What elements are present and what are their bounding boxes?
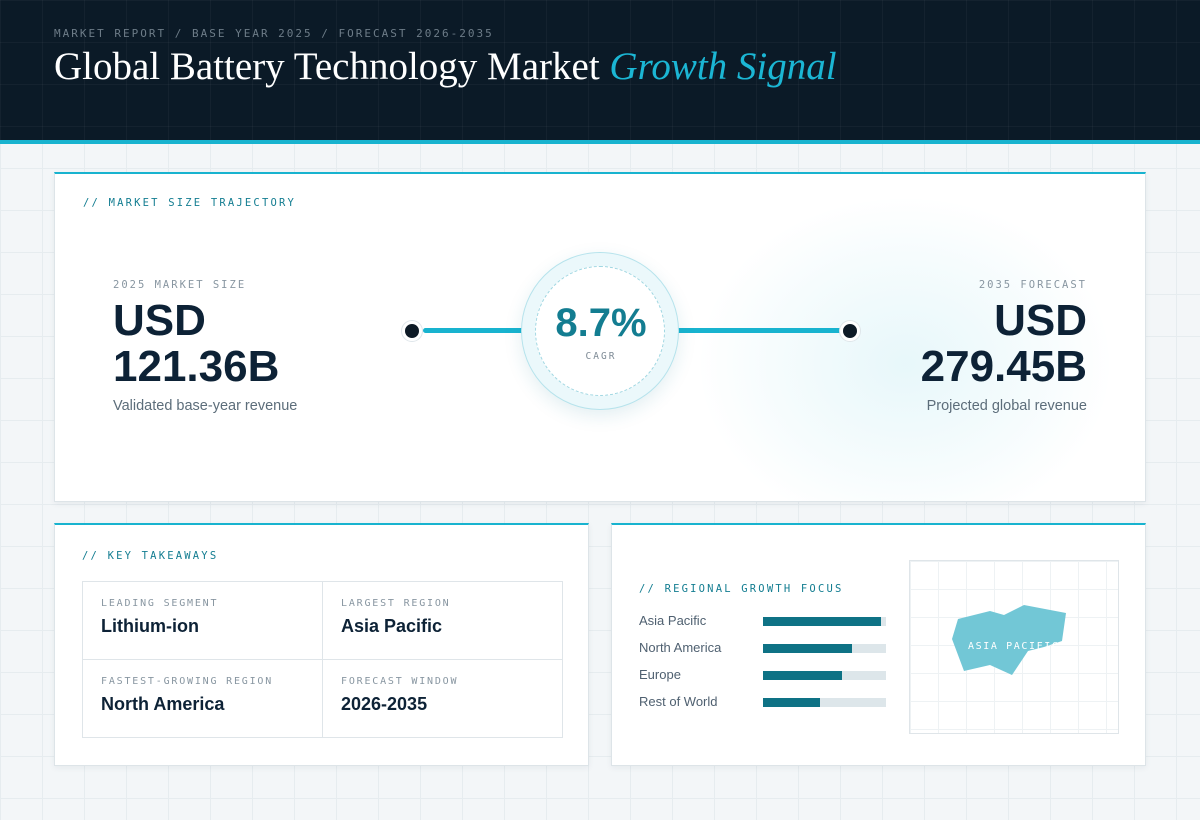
region-map: ASIA PACIFIC (909, 560, 1119, 734)
section-label: // REGIONAL GROWTH FOCUS (639, 583, 844, 595)
end-value: USD 279.45B (921, 298, 1087, 390)
region-name: North America (639, 640, 722, 655)
region-bar-track (763, 698, 886, 707)
regional-growth-card: // REGIONAL GROWTH FOCUS Asia Pacific No… (611, 523, 1146, 766)
end-amount: 279.45B (920, 342, 1087, 391)
region-name: Rest of World (639, 694, 718, 709)
region-bar-row: North America (639, 640, 899, 656)
page-title-main: Global Battery Technology Market (54, 45, 600, 88)
page-title: Global Battery Technology Market Growth … (54, 44, 837, 89)
start-point (402, 321, 422, 341)
region-name: Europe (639, 667, 681, 682)
cagr-inner-ring: 8.7% CAGR (535, 266, 665, 396)
region-bar-track (763, 671, 886, 680)
end-label: 2035 FORECAST (978, 279, 1087, 291)
cagr-label: CAGR (585, 351, 617, 362)
start-caption: Validated base-year revenue (113, 398, 298, 414)
takeaway-value: 2026-2035 (341, 694, 428, 714)
start-currency: USD (113, 296, 206, 345)
market-size-trajectory-card: // MARKET SIZE TRAJECTORY 2025 MARKET SI… (54, 172, 1146, 502)
start-label: 2025 MARKET SIZE (113, 279, 247, 291)
takeaway-key: LARGEST REGION (341, 598, 451, 609)
report-header: MARKET REPORT / BASE YEAR 2025 / FORECAS… (0, 0, 1200, 144)
asia-pacific-map-shape (952, 605, 1066, 675)
takeaway-value: North America (101, 694, 225, 714)
cagr-badge: 8.7% CAGR (521, 252, 679, 410)
region-bar-row: Europe (639, 667, 899, 683)
region-bar-fill (763, 671, 842, 680)
region-bar-fill (763, 698, 820, 707)
section-label: // KEY TAKEAWAYS (82, 550, 219, 562)
end-point (840, 321, 860, 341)
region-bar-track (763, 617, 886, 626)
section-label: // MARKET SIZE TRAJECTORY (83, 197, 297, 209)
start-amount: 121.36B (113, 342, 280, 391)
region-bar-row: Rest of World (639, 694, 899, 710)
region-bar-fill (763, 644, 852, 653)
end-currency: USD (994, 296, 1087, 345)
end-caption: Projected global revenue (926, 398, 1087, 414)
start-value: USD 121.36B (113, 298, 279, 390)
map-label: ASIA PACIFIC (968, 641, 1060, 652)
takeaways-grid: LEADING SEGMENT Lithium-ion LARGEST REGI… (82, 581, 563, 738)
region-bar-fill (763, 617, 882, 626)
takeaway-key: FORECAST WINDOW (341, 676, 459, 687)
takeaway-fastest-growing-region: FASTEST-GROWING REGION North America (83, 660, 323, 738)
takeaway-forecast-window: FORECAST WINDOW 2026-2035 (323, 660, 563, 738)
page-title-accent: Growth Signal (609, 45, 837, 88)
takeaway-leading-segment: LEADING SEGMENT Lithium-ion (83, 582, 323, 660)
takeaway-largest-region: LARGEST REGION Asia Pacific (323, 582, 563, 660)
background-glow (695, 194, 1115, 501)
takeaway-key: LEADING SEGMENT (101, 598, 219, 609)
breadcrumb: MARKET REPORT / BASE YEAR 2025 / FORECAS… (54, 27, 494, 40)
takeaway-value: Lithium-ion (101, 616, 199, 636)
region-bar-track (763, 644, 886, 653)
takeaway-value: Asia Pacific (341, 616, 443, 636)
region-bar-row: Asia Pacific (639, 613, 899, 629)
region-name: Asia Pacific (639, 613, 707, 628)
cagr-value: 8.7% (555, 301, 647, 345)
key-takeaways-card: // KEY TAKEAWAYS LEADING SEGMENT Lithium… (54, 523, 589, 766)
takeaway-key: FASTEST-GROWING REGION (101, 676, 274, 687)
